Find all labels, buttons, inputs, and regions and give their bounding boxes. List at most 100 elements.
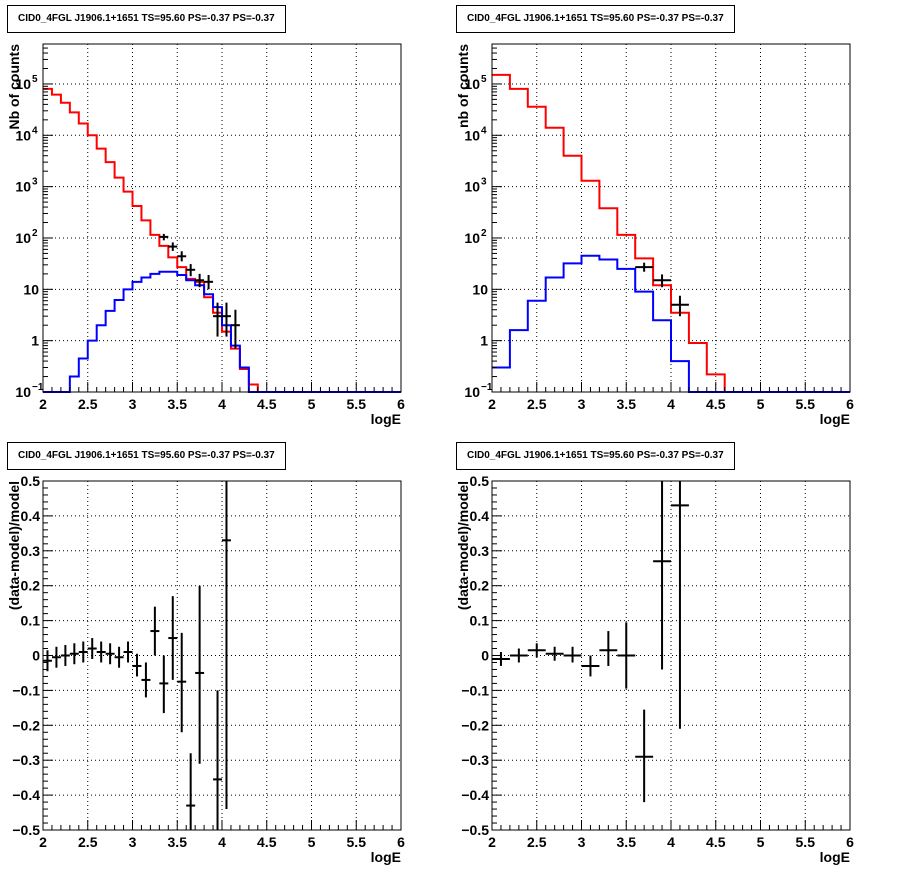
y-tick-exponent: 3 xyxy=(32,177,38,188)
x-tick-label: 2.5 xyxy=(527,396,547,412)
y-tick-label: 0.2 xyxy=(470,578,490,594)
data-point xyxy=(78,641,88,663)
x-axis-title: logE xyxy=(371,849,401,865)
y-tick-exponent: −1 xyxy=(32,382,44,393)
y-tick-exponent: 2 xyxy=(481,228,487,239)
data-point xyxy=(617,622,636,689)
chart-canvas: 2 2.5 3 3.5 4 4.5 5 5.5 6 −0.5 −0.4 −0.3 −0.2 −0.1 0 0.… xyxy=(6,473,405,865)
y-tick-label: 0.1 xyxy=(470,613,490,629)
x-axis-title: logE xyxy=(371,411,401,427)
data-point xyxy=(123,641,133,663)
y-tick-label: 10 xyxy=(15,384,31,400)
x-tick-label: 5.5 xyxy=(347,396,367,412)
x-tick-label: 2 xyxy=(488,834,496,850)
x-tick-label: 2.5 xyxy=(527,834,547,850)
counts-plot-left: 2 2.5 3 3.5 4 4.5 5 5.5 6 10 −1 1 10 10 2 10 3 10 4 10 5 logE… xyxy=(0,0,449,437)
data-point xyxy=(43,650,52,672)
x-tick-label: 5 xyxy=(757,396,765,412)
x-tick-label: 3 xyxy=(129,834,137,850)
y-tick-label: 10 xyxy=(464,127,480,143)
x-tick-label: 2.5 xyxy=(78,396,98,412)
y-tick-exponent: 4 xyxy=(32,125,38,136)
data-point xyxy=(168,242,178,251)
y-axis-title: (data-model)/model xyxy=(6,481,22,610)
y-tick-label: −0.2 xyxy=(461,717,489,733)
data-point xyxy=(222,481,231,810)
x-tick-label: 6 xyxy=(846,834,854,850)
data-point xyxy=(96,641,106,663)
y-tick-label: 10 xyxy=(15,76,31,92)
data-point xyxy=(213,302,222,337)
grid xyxy=(491,480,851,831)
y-tick-label: 0 xyxy=(481,648,489,664)
x-tick-label: 2.5 xyxy=(78,834,98,850)
data-point xyxy=(150,606,160,656)
data-point xyxy=(492,652,510,666)
data-point xyxy=(653,274,671,288)
y-tick-label: 0.1 xyxy=(21,613,41,629)
data-point xyxy=(159,233,169,241)
plot-title: CID0_4FGL J1906.1+1651 TS=95.60 PS=-0.37… xyxy=(7,442,286,470)
x-tick-label: 4 xyxy=(667,834,675,850)
data-point xyxy=(509,648,528,663)
x-tick-label: 3.5 xyxy=(617,834,637,850)
data-point xyxy=(653,481,671,670)
y-tick-label: 0.5 xyxy=(21,473,41,489)
y-tick-label: 10 xyxy=(464,76,480,92)
x-axis-title: logE xyxy=(820,849,850,865)
y-tick-label: 0.3 xyxy=(21,543,41,559)
data-point xyxy=(51,646,61,668)
y-tick-label: −0.5 xyxy=(461,822,489,838)
data-point xyxy=(195,273,205,288)
data-point xyxy=(186,264,196,277)
data-point xyxy=(581,655,600,677)
chart-canvas: 2 2.5 3 3.5 4 4.5 5 5.5 6 −0.5 −0.4 −0.3 −0.2 −0.1 0 0.… xyxy=(455,473,854,865)
y-tick-label: 10 xyxy=(15,127,31,143)
x-tick-label: 4 xyxy=(218,396,226,412)
y-tick-label: −0.5 xyxy=(12,822,40,838)
x-tick-label: 2 xyxy=(488,396,496,412)
data-point xyxy=(87,638,97,659)
data-point xyxy=(177,632,187,733)
residual-plot-right: 2 2.5 3 3.5 4 4.5 5 5.5 6 −0.5 −0.4 −0.3 −0.2 −0.1 0 0.… xyxy=(449,437,898,874)
y-tick-label: 0.5 xyxy=(470,473,490,489)
y-tick-exponent: −1 xyxy=(481,382,493,393)
x-axis-title: logE xyxy=(820,411,850,427)
y-axis-title: Nb of counts xyxy=(6,44,22,130)
y-tick-label: 0.2 xyxy=(21,578,41,594)
x-tick-label: 5.5 xyxy=(347,834,367,850)
y-tick-label: 0 xyxy=(32,648,40,664)
x-tick-label: 3 xyxy=(578,834,586,850)
x-tick-label: 4.5 xyxy=(706,834,726,850)
x-tick-label: 5 xyxy=(308,396,316,412)
x-tick-label: 5 xyxy=(757,834,765,850)
y-tick-label: −0.1 xyxy=(461,682,489,698)
residual-plot-left: 2 2.5 3 3.5 4 4.5 5 5.5 6 −0.5 −0.4 −0.3 −0.2 −0.1 0 0.… xyxy=(0,437,449,874)
plot-title: CID0_4FGL J1906.1+1651 TS=95.60 PS=-0.37… xyxy=(456,442,735,470)
x-tick-label: 4 xyxy=(218,834,226,850)
y-tick-label: 0.3 xyxy=(470,543,490,559)
x-tick-label: 4 xyxy=(667,396,675,412)
x-tick-label: 4.5 xyxy=(706,396,726,412)
x-tick-label: 3 xyxy=(129,396,137,412)
data-point xyxy=(213,690,222,830)
data-point xyxy=(563,646,582,663)
y-tick-label: −0.4 xyxy=(12,787,40,803)
y-tick-exponent: 2 xyxy=(32,228,38,239)
data-point xyxy=(635,262,654,272)
data-point xyxy=(159,655,169,714)
data-point xyxy=(230,309,240,349)
data-point xyxy=(527,643,546,658)
x-tick-label: 6 xyxy=(397,396,405,412)
y-tick-exponent: 4 xyxy=(481,125,487,136)
y-tick-label: −0.1 xyxy=(12,682,40,698)
x-tick-label: 3.5 xyxy=(617,396,637,412)
x-tick-label: 5.5 xyxy=(796,396,816,412)
y-axis-title: (data-model)/model xyxy=(455,481,471,610)
y-tick-exponent: 5 xyxy=(481,74,487,85)
data-point xyxy=(177,251,187,262)
data-point xyxy=(635,709,654,803)
x-tick-label: 5.5 xyxy=(796,834,816,850)
y-tick-label: 0.4 xyxy=(21,508,41,524)
